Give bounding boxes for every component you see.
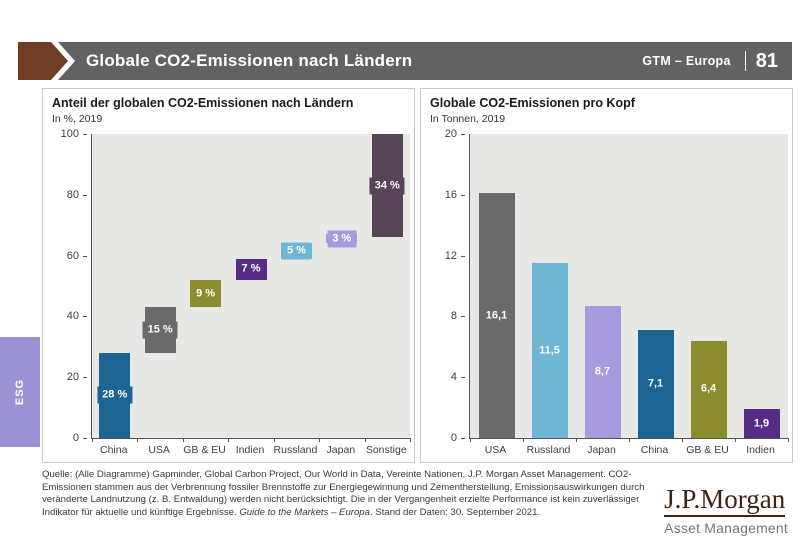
x-axis-label: Sonstige bbox=[365, 444, 407, 456]
logo-brand-text: J.P.Morgan bbox=[664, 486, 786, 517]
footnote-text: Quelle: (Alle Diagramme) Gapminder, Glob… bbox=[42, 469, 645, 518]
x-axis-label: Japan bbox=[326, 444, 356, 456]
y-axis-tick-mark bbox=[83, 438, 87, 439]
plot-area: 28 % 15 % 9 % 7 % 5 % 3 % 34 % bbox=[91, 134, 411, 442]
bar-value-label: 28 % bbox=[97, 386, 133, 404]
bar-value-label: 1,9 bbox=[748, 415, 775, 433]
x-axis-tick-mark bbox=[92, 438, 93, 442]
y-axis-tick-mark bbox=[461, 377, 465, 379]
x-axis-label: Japan bbox=[587, 444, 616, 456]
header-divider bbox=[744, 51, 746, 71]
footnote-publication: Guide to the Markets – Europa bbox=[239, 506, 370, 518]
x-axis-tick-mark bbox=[319, 438, 321, 442]
x-axis-tick-mark bbox=[470, 438, 471, 442]
y-axis-tick-mark bbox=[461, 255, 465, 257]
logo-division-text: Asset Management bbox=[664, 520, 788, 536]
y-axis: 0 20 40 60 80 100 bbox=[43, 128, 87, 444]
x-axis-tick-mark bbox=[735, 438, 736, 442]
jpmorgan-logo: J.P.Morgan Asset Management bbox=[664, 486, 788, 536]
x-axis-label: USA bbox=[484, 444, 507, 456]
y-axis-tick-label: 12 bbox=[444, 249, 457, 262]
y-axis-tick-label: 100 bbox=[60, 128, 79, 140]
bar-value-label: 9 % bbox=[191, 285, 221, 303]
sidebar-tab-esg: ESG bbox=[0, 337, 40, 447]
x-axis-tick-mark bbox=[364, 438, 366, 442]
x-axis-label: USA bbox=[148, 444, 170, 456]
page-number: 81 bbox=[755, 49, 778, 72]
chart-title: Globale CO2-Emissionen pro Kopf bbox=[430, 96, 635, 110]
bar-value-label: 7 % bbox=[236, 260, 266, 278]
x-axis: China USA GB & EU Indien Russland Japan Sonsti… bbox=[91, 444, 409, 460]
page-title: Globale CO2-Emissionen nach Ländern bbox=[86, 51, 413, 70]
x-axis: USA Russland Japan China GB & EU Indien bbox=[469, 444, 787, 460]
x-axis-tick-mark bbox=[682, 438, 683, 442]
y-axis: 0 4 8 12 16 20 bbox=[421, 128, 465, 444]
bar-value-label: 16,1 bbox=[480, 307, 513, 325]
x-axis-tick-mark bbox=[410, 438, 411, 442]
bar-value-label: 11,5 bbox=[534, 342, 565, 360]
bar-value-label: 7,1 bbox=[642, 375, 669, 393]
bar-value-label: 6,4 bbox=[695, 380, 722, 398]
y-axis-tick-label: 60 bbox=[66, 249, 79, 262]
header-banner: Globale CO2-Emissionen nach Ländern GTM … bbox=[58, 42, 792, 80]
y-axis-tick-mark bbox=[83, 255, 87, 257]
footnote-date: . Stand der Daten: 30. September 2021. bbox=[369, 506, 541, 518]
x-axis-label: GB & EU bbox=[686, 444, 729, 456]
chart-subtitle: In %, 2019 bbox=[52, 113, 103, 125]
bar-value-label: 3 % bbox=[327, 230, 357, 248]
header-meta: GTM – Europa 81 bbox=[642, 50, 778, 73]
bar-value-label: 5 % bbox=[281, 242, 311, 260]
y-axis-tick-label: 40 bbox=[66, 310, 79, 323]
y-axis-tick-mark bbox=[461, 438, 465, 439]
x-axis-tick-mark bbox=[576, 438, 577, 442]
x-axis-label: Indien bbox=[235, 444, 265, 456]
y-axis-tick-mark bbox=[83, 194, 87, 196]
y-axis-tick-mark bbox=[461, 316, 465, 318]
y-axis-tick-mark bbox=[461, 194, 465, 196]
bar-value-label: 34 % bbox=[369, 177, 405, 195]
y-axis-tick-mark bbox=[83, 377, 87, 379]
chart-panel-emissions-per-capita: Globale CO2-Emissionen pro Kopf In Tonne… bbox=[420, 88, 793, 463]
y-axis-tick-mark bbox=[461, 134, 465, 135]
y-axis-tick-mark bbox=[83, 134, 87, 135]
x-axis-label: Russland bbox=[273, 444, 318, 456]
y-axis-tick-label: 0 bbox=[450, 432, 457, 444]
x-axis-tick-mark bbox=[182, 438, 184, 442]
y-axis-tick-label: 80 bbox=[66, 188, 79, 201]
x-axis-tick-mark bbox=[523, 438, 524, 442]
y-axis-tick-label: 0 bbox=[72, 432, 79, 444]
sidebar-tab-esg-label: ESG bbox=[13, 378, 26, 406]
y-axis-tick-mark bbox=[83, 316, 87, 318]
chart-panel-emissions-share: Anteil der globalen CO2-Emissionen nach … bbox=[42, 88, 415, 463]
y-axis-tick-label: 16 bbox=[444, 188, 457, 201]
chart-subtitle: In Tonnen, 2019 bbox=[430, 113, 506, 125]
y-axis-tick-label: 8 bbox=[450, 310, 457, 323]
x-axis-label: GB & EU bbox=[183, 444, 226, 456]
y-axis-tick-label: 4 bbox=[450, 371, 457, 384]
x-axis-tick-mark bbox=[629, 438, 630, 442]
x-axis-tick-mark bbox=[228, 438, 230, 442]
chart-title: Anteil der globalen CO2-Emissionen nach … bbox=[52, 96, 354, 110]
header-chevron-icon bbox=[18, 42, 68, 80]
y-axis-tick-label: 20 bbox=[66, 371, 79, 384]
x-axis-label: China bbox=[640, 444, 669, 456]
x-axis-label: China bbox=[99, 444, 128, 456]
y-axis-tick-label: 20 bbox=[444, 128, 457, 140]
bar-value-label: 8,7 bbox=[589, 363, 616, 381]
edition-label: GTM – Europa bbox=[642, 54, 731, 68]
x-axis-tick-mark bbox=[137, 438, 139, 442]
source-footnote: Quelle: (Alle Diagramme) Gapminder, Glob… bbox=[42, 469, 650, 520]
x-axis-label: Indien bbox=[746, 444, 775, 456]
bar-value-label: 15 % bbox=[142, 321, 178, 339]
x-axis-label: Russland bbox=[526, 444, 571, 456]
x-axis-tick-mark bbox=[273, 438, 275, 442]
plot-area: 16,1 11,5 8,7 7,1 6,4 1,9 bbox=[469, 134, 789, 442]
x-axis-tick-mark bbox=[788, 438, 789, 442]
